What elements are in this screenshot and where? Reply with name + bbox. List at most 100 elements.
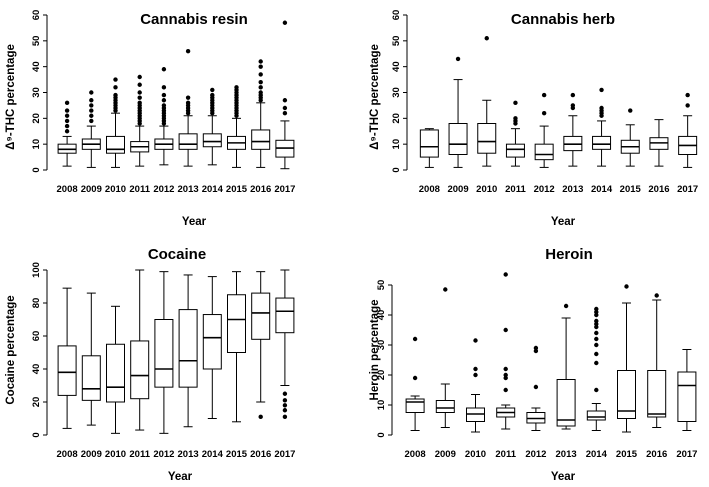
outlier-point	[258, 59, 263, 64]
x-tick-label: 2014	[586, 449, 608, 460]
x-tick-label: 2015	[226, 184, 248, 195]
y-tick-label: 40	[391, 61, 402, 72]
x-tick-label: 2008	[57, 449, 78, 460]
outlier-point	[282, 408, 288, 413]
x-tick-label: 2014	[202, 184, 224, 195]
x-axis-label: Year	[551, 471, 576, 483]
outlier-point	[64, 123, 70, 129]
outlier-point	[628, 108, 633, 113]
outlier-point	[185, 100, 191, 106]
x-tick-label: 2016	[648, 184, 669, 195]
box	[647, 370, 667, 418]
outlier-point	[533, 345, 539, 351]
outlier-point	[503, 387, 508, 393]
box	[534, 143, 554, 161]
box	[477, 123, 497, 154]
y-axis-label: Cocaine percentage	[5, 295, 17, 404]
outlier-point	[570, 103, 576, 108]
x-tick-label: 2014	[202, 449, 224, 460]
x-tick-label: 2017	[274, 184, 295, 195]
outlier-point	[594, 342, 599, 348]
x-tick-label: 2010	[105, 184, 126, 195]
outlier-point	[282, 391, 288, 396]
outlier-point	[64, 108, 70, 113]
x-tick-label: 2015	[620, 184, 642, 195]
outlier-point	[503, 366, 508, 372]
y-tick-label: 0	[31, 167, 42, 172]
outlier-point	[685, 92, 690, 98]
x-tick-label: 2011	[129, 449, 150, 460]
x-tick-label: 2010	[465, 449, 486, 460]
outlier-point	[282, 398, 288, 403]
y-tick-label: 0	[391, 167, 402, 172]
outlier-point	[563, 303, 569, 309]
box	[419, 129, 439, 158]
outlier-point	[89, 98, 94, 103]
outlier-point	[161, 98, 167, 103]
x-tick-label: 2012	[153, 184, 174, 195]
outlier-point	[594, 387, 599, 393]
box	[251, 129, 271, 150]
x-axis-label: Year	[182, 216, 207, 228]
outlier-point	[282, 105, 288, 111]
outlier-point	[594, 336, 599, 342]
outlier-point	[89, 108, 94, 113]
outlier-point	[503, 372, 508, 378]
y-tick-label: 40	[31, 364, 42, 375]
panel-title: Cannabis herb	[511, 11, 615, 28]
outlier-point	[161, 92, 167, 98]
box	[106, 343, 125, 403]
box	[251, 292, 271, 340]
y-tick-label: 50	[391, 36, 402, 47]
outlier-point	[137, 90, 142, 95]
outlier-point	[113, 77, 118, 82]
y-tick-label: 60	[31, 331, 42, 342]
plot-area: 0 20 40 60 80 100 2008 2009 2010 2011 2012 2013 2014…	[31, 262, 295, 460]
x-tick-label: 2012	[534, 184, 555, 195]
box	[275, 297, 295, 334]
box	[202, 314, 222, 370]
outlier-point	[282, 403, 288, 408]
y-tick-label: 50	[376, 280, 387, 291]
y-tick-label: 80	[31, 298, 42, 309]
x-tick-label: 2017	[274, 449, 295, 460]
x-tick-label: 2016	[250, 184, 271, 195]
x-tick-label: 2009	[447, 184, 468, 195]
outlier-point	[594, 306, 599, 312]
outlier-point	[210, 87, 215, 93]
outlier-point	[570, 92, 576, 98]
outlier-point	[473, 338, 478, 343]
x-tick-label: 2009	[81, 184, 102, 195]
outlier-point	[258, 72, 263, 77]
y-tick-label: 20	[376, 370, 387, 381]
outlier-point	[513, 116, 518, 121]
y-tick-label: 30	[376, 340, 387, 351]
outlier-point	[443, 287, 448, 292]
outlier-point	[282, 98, 288, 103]
y-axis-label: Heroin percentage	[369, 300, 381, 401]
box	[130, 340, 150, 400]
y-tick-label: 0	[31, 432, 42, 437]
x-tick-label: 2012	[525, 449, 546, 460]
outlier-point	[599, 87, 604, 93]
outlier-point	[137, 100, 142, 106]
panel-cannabis-resin: Cannabis resin Year Δ⁹-THC percentage 0 1…	[5, 10, 295, 228]
x-tick-label: 2011	[505, 184, 526, 195]
y-tick-label: 60	[391, 10, 402, 21]
x-tick-label: 2015	[226, 449, 248, 460]
x-tick-label: 2011	[129, 184, 150, 195]
outlier-point	[473, 372, 478, 378]
y-tick-label: 20	[31, 113, 42, 124]
outlier-point	[89, 118, 94, 124]
x-tick-label: 2008	[419, 184, 440, 195]
x-tick-label: 2011	[495, 449, 516, 460]
outlier-point	[282, 110, 288, 116]
box	[154, 319, 174, 388]
box	[448, 123, 468, 155]
outlier-point	[594, 318, 599, 324]
outlier-point	[137, 82, 142, 87]
outlier-point	[64, 113, 70, 118]
outlier-point	[210, 92, 215, 98]
y-tick-label: 50	[31, 36, 42, 47]
box	[227, 294, 246, 353]
